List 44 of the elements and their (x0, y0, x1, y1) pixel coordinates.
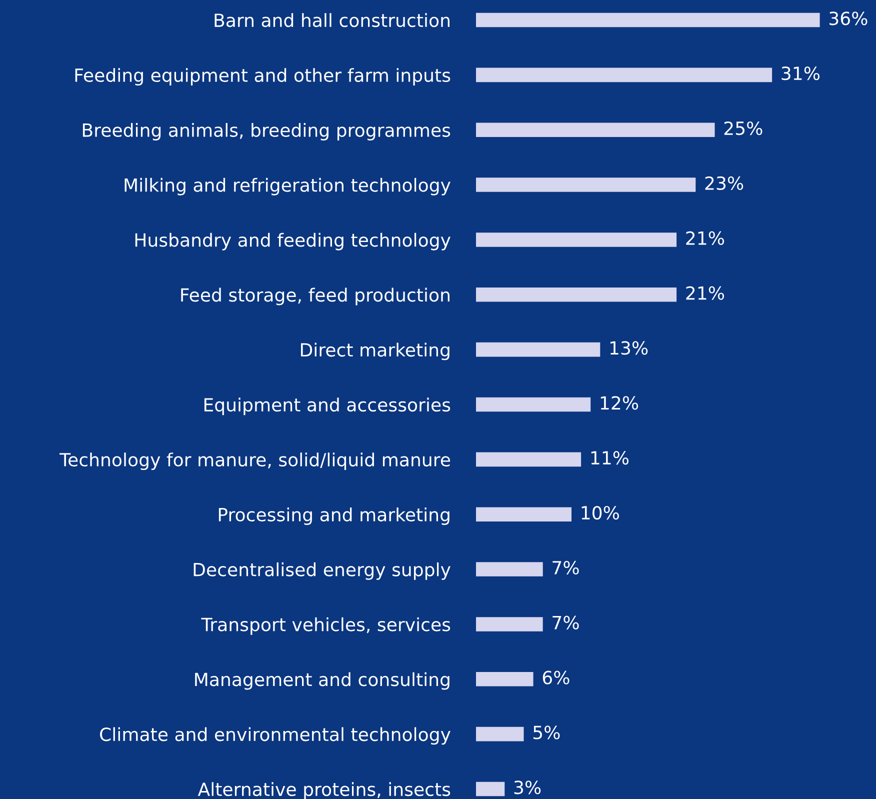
y-tick-label: Feed storage, feed production (181, 288, 450, 306)
data-label: 31% (782, 66, 820, 80)
y-tick-label: Decentralised energy supply (194, 562, 450, 580)
data-label: 25% (724, 121, 762, 136)
data-label: 23% (705, 176, 744, 190)
data-label: 11% (591, 451, 629, 465)
bar (476, 617, 543, 632)
data-label: 21% (686, 231, 724, 245)
bar (476, 232, 677, 247)
y-tick-label: Milking and refrigeration technology (124, 178, 450, 196)
bar (476, 288, 677, 302)
bar (476, 342, 600, 357)
data-label: 7% (552, 616, 579, 630)
bar (476, 122, 715, 137)
data-label: 3% (514, 780, 541, 794)
y-tick-label: Equipment and accessories (204, 398, 450, 416)
data-label: 36% (830, 12, 868, 26)
y-tick-label: Barn and hall construction (214, 13, 450, 28)
data-label: 10% (582, 506, 619, 520)
bar (476, 562, 543, 576)
data-label: 21% (686, 286, 724, 300)
y-tick-label: Husbandry and feeding technology (135, 232, 450, 250)
bar (476, 672, 534, 686)
y-tick-label: Technology for manure, solid/liquid manure (60, 452, 450, 470)
y-tick-label: Breeding animals, breeding programmes (82, 122, 450, 140)
y-tick-label: Management and consulting (195, 672, 450, 690)
data-label: 12% (600, 396, 638, 410)
bar (476, 782, 505, 796)
bar (476, 726, 524, 742)
bar (476, 452, 582, 467)
data-label: 6% (542, 670, 570, 684)
y-tick-label: Direct marketing (301, 342, 450, 360)
y-tick-label: Feeding equipment and other farm inputs (75, 68, 450, 86)
bar (476, 507, 572, 522)
data-label: 13% (610, 341, 648, 355)
bar (476, 178, 696, 192)
data-label: 7% (552, 560, 579, 575)
y-tick-label: Processing and marketing (218, 507, 450, 525)
bar (476, 397, 591, 412)
data-label: 5% (533, 726, 560, 740)
bar (476, 68, 772, 82)
y-tick-label: Climate and environmental technology (100, 727, 450, 745)
y-tick-label: Transport vehicles, services (201, 617, 450, 635)
bar (476, 12, 820, 28)
